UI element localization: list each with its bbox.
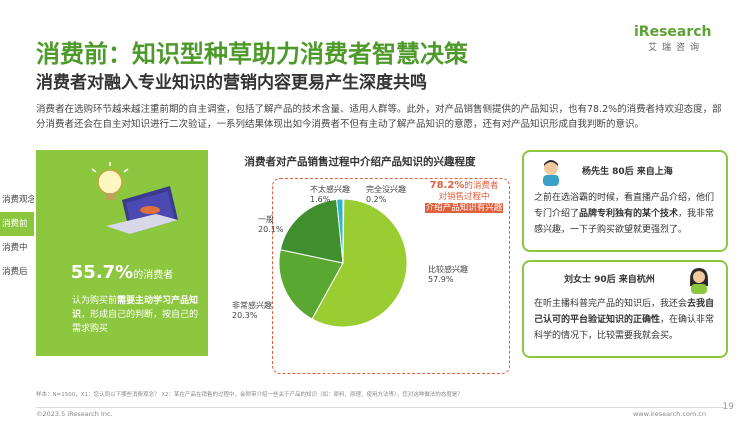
iresearch-logo: iResearch 艾瑞咨询: [634, 24, 726, 58]
logo-brand: iResearch: [634, 24, 712, 40]
stat-value: 55.7%的消费者: [70, 262, 174, 283]
pie-slice-3: [336, 198, 344, 264]
tab-consumption-concept[interactable]: 消费观念: [2, 195, 34, 205]
logo-cn: 艾瑞咨询: [648, 43, 705, 53]
page-title: 消费前：知识型种草助力消费者智慧决策: [36, 40, 468, 68]
intro-paragraph: 消费者在选购环节越来越注重前期的自主调查，包括了解产品的技术含量、适用人群等。此…: [36, 104, 722, 130]
page-footer: ©2023.5 iResearch Inc. www.iresearch.com…: [36, 407, 726, 418]
copyright-text: ©2023.5 iResearch Inc.: [36, 410, 113, 418]
label-somewhat-interested: 比较感兴趣 57.9%: [428, 265, 468, 284]
label-not-interested: 不太感兴趣 1.6%: [310, 185, 350, 204]
stat-description: 认为购买前需要主动学习产品知识，形成自己的判断，按自己的需求购买: [72, 296, 199, 334]
quote-card-yang: 杨先生 80后 来自上海 之前在选浴霸的时候，看直播产品介绍，他们专门介绍了品牌…: [522, 150, 728, 252]
tab-before-consumption[interactable]: 消费前: [0, 212, 34, 236]
quote-text-liu: 在听主播科普完产品的知识后，我还会去我自己认可的平台验证知识的正确性，在确认非常…: [534, 299, 715, 341]
lightbulb-laptop-icon: [91, 162, 178, 234]
page-number: 19: [722, 402, 734, 412]
pie-slice-2: [279, 198, 344, 264]
pie-slice-1: [278, 249, 344, 320]
label-neutral: 一般 20.1%: [258, 215, 284, 234]
label-no-interest: 完全没兴趣 0.2%: [366, 185, 406, 204]
interest-callout: 78.2%的消费者 对销售过程中 介绍产品知识有兴趣: [424, 180, 504, 213]
tab-after-consumption[interactable]: 消费后: [2, 267, 28, 277]
chart-dashed-frame: [272, 178, 510, 374]
laptop-base: [106, 214, 178, 234]
quote-author-yang: 杨先生 80后 来自上海: [582, 167, 673, 177]
female-avatar-icon: [690, 268, 708, 294]
chart-title: 消费者对产品销售过程中介绍产品知识的兴趣程度: [244, 156, 476, 168]
bulb-glass: [97, 169, 123, 195]
tab-during-consumption[interactable]: 消费中: [2, 243, 28, 253]
quote-author-liu: 刘女士 90后 来自杭州: [564, 275, 655, 285]
quote-text-yang: 之前在选浴霸的时候，看直播产品介绍，他们专门介绍了品牌专利独有的某个技术，我非常…: [534, 193, 715, 235]
page-subtitle: 消费者对融入专业知识的营销内容更易产生深度共鸣: [36, 73, 427, 93]
male-avatar-icon: [543, 160, 559, 186]
interest-pie-chart: [278, 198, 408, 328]
bulb-base: [105, 193, 115, 200]
pie-slice-0: [311, 198, 408, 328]
label-very-interested: 非常感兴趣 20.3%: [232, 301, 272, 320]
site-link[interactable]: www.iresearch.com.cn: [632, 410, 706, 418]
quote-card-liu: 刘女士 90后 来自杭州 在听主播科普完产品的知识后，我还会去我自己认可的平台验…: [522, 260, 728, 358]
side-tabs: 消费观念 消费前 消费中 消费后: [0, 188, 34, 284]
sample-footnote: 样本：N=1500，X1：您认同以下哪些消费观念？ X2：某在产品在销售的过程中…: [36, 392, 463, 398]
stat-panel: 55.7%的消费者 认为购买前需要主动学习产品知识，形成自己的判断，按自己的需求…: [36, 150, 208, 356]
